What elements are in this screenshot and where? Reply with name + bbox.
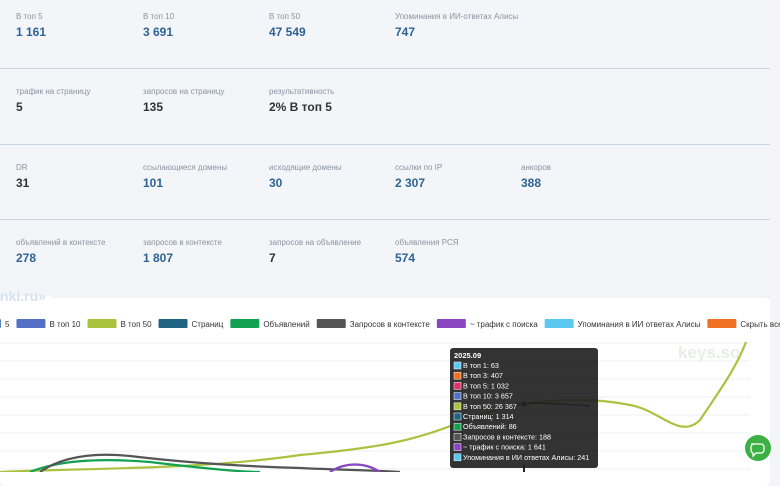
divider [0,144,770,145]
stat-value[interactable]: 2 307 [395,176,426,190]
legend-item[interactable]: Скрыть все [707,319,780,329]
stat-value: 31 [16,176,30,190]
legend-item[interactable]: В топ 50 [87,319,152,329]
tooltip-swatch [453,412,462,421]
tooltip-swatch [453,443,462,451]
tooltip-item: В топ 10: 3 657 [463,392,513,401]
legend-swatch [230,319,260,328]
stat-label: результативность [269,87,335,96]
tooltip-swatch [453,433,462,441]
legend-swatch [16,319,46,328]
legend-label: ~ трафик с поиска [470,320,538,329]
grid [0,342,750,470]
stat-value: 135 [143,100,164,114]
legend-swatch [158,319,188,328]
legend-label: В топ 50 [120,320,152,329]
legend-item[interactable]: Страниц [158,319,224,329]
stat-value: 7 [269,251,276,265]
tooltip-item: В топ 1: 63 [463,361,499,370]
stat-label: В топ 10 [143,12,175,21]
tooltip-swatch [453,402,462,411]
divider [0,68,770,69]
legend-swatch [436,319,466,328]
chat-button[interactable] [745,435,771,461]
stat-value[interactable]: 3 691 [143,25,174,39]
tooltip-item: Запросов в контексте: 188 [463,432,551,441]
tooltip-box [450,348,598,468]
stat-value[interactable]: 278 [16,251,37,265]
tooltip-item: В топ 5: 1 032 [463,381,509,390]
legend-label: 5 [5,320,10,329]
stat-label: исходящие домены [269,163,342,172]
divider [0,219,770,220]
stat-label: ссылки по IP [395,163,443,172]
legend-item[interactable]: В топ 10 [16,319,81,329]
stat-label: анкоров [521,163,552,172]
legend-item[interactable]: Объявлений [230,319,310,329]
stat-value[interactable]: 388 [521,176,542,190]
stat-label: В топ 50 [269,12,301,21]
legend-swatch [544,319,574,328]
legend-label: В топ 10 [49,320,81,329]
stat-value[interactable]: 1 807 [143,251,174,265]
stat-value: 2% В топ 5 [269,100,332,114]
stat-label: DR [16,163,28,172]
tooltip-swatch [453,371,462,380]
legend-swatch [0,319,1,328]
stat-value[interactable]: 1 161 [16,25,47,39]
chart-heading: nki.ru» [0,288,46,304]
legend-swatch [87,319,117,328]
stat-label: объявления РСЯ [395,238,459,247]
tooltip-item: ~ трафик с поиска: 1 641 [463,443,546,452]
tooltip-item: Объявлений: 86 [463,422,517,431]
tooltip-swatch [453,422,462,431]
stat-label: трафик на страницу [16,87,91,96]
stat-value[interactable]: 47 549 [269,25,306,39]
tooltip-swatch [453,361,462,370]
legend-label: Запросов в контексте [350,320,431,329]
page: В топ 5 1 161 В топ 10 3 691 В топ 50 47 549 У… [0,12,780,486]
stat-value: 5 [16,100,23,114]
stat-label: объявлений в контексте [16,238,106,247]
tooltip-swatch [453,382,462,390]
legend-item[interactable]: Запросов в контексте [316,319,431,329]
tooltip-swatch [453,392,462,400]
chat-icon [750,443,765,458]
stat-label: Упоминания в ИИ-ответах Алисы [395,12,519,21]
stat-label: В топ 5 [16,12,43,21]
legend-label: Объявлений [263,320,309,329]
stat-label: запросов на страницу [143,87,225,96]
stat-value[interactable]: 747 [395,25,416,39]
chart: nki.ru» keys.so 5 В топ 10 В топ 50 Страниц Об… [0,288,780,472]
chart-card [0,296,770,486]
legend-swatch [707,319,737,328]
stat-value[interactable]: 574 [395,251,416,265]
tooltip-swatch [453,453,462,462]
legend-swatch [316,319,346,328]
legend-label: Упоминания в ИИ ответах Алисы [578,320,701,329]
legend-label: Страниц [192,320,224,329]
tooltip-item: В топ 3: 407 [463,371,503,380]
stat-label: запросов в контексте [143,238,222,247]
watermark: keys.so [678,343,740,362]
tooltip-item: Страниц: 1 314 [463,412,514,421]
stat-value[interactable]: 30 [269,176,283,190]
legend-label: Скрыть все [740,320,780,329]
stat-value[interactable]: 101 [143,176,164,190]
tooltip-title: 2025.09 [454,351,481,360]
stat-label: запросов на объявление [269,238,362,247]
tooltip-item: Упоминания в ИИ ответах Алисы: 241 [463,453,589,462]
legend-item[interactable]: Упоминания в ИИ ответах Алисы [544,319,701,329]
legend-item[interactable]: 5 [0,319,10,329]
stat-label: ссылающиеся домены [143,163,228,172]
tooltip-item: В топ 50: 26 367 [463,402,517,411]
legend-item[interactable]: ~ трафик с поиска [436,319,538,329]
